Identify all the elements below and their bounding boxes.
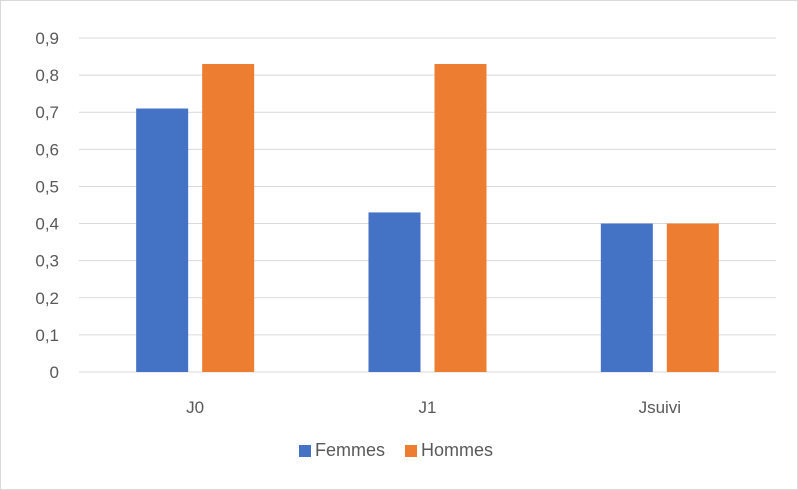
y-tick-label: 0,6 <box>35 140 59 159</box>
legend-swatch-hommes <box>405 445 418 457</box>
y-tick-label: 0,5 <box>35 177 59 196</box>
bar-femmes-j1 <box>368 212 421 372</box>
legend-label-femmes: Femmes <box>315 440 385 460</box>
bars <box>136 63 719 372</box>
y-tick-label: 0,7 <box>35 103 59 122</box>
y-tick-label: 0,8 <box>35 66 59 85</box>
y-tick-label: 0,4 <box>35 215 59 234</box>
y-tick-label: 0 <box>50 363 59 382</box>
y-tick-label: 0,2 <box>35 289 59 308</box>
bar-hommes-jsuivi <box>666 223 719 372</box>
legend-swatch-femmes <box>299 445 311 457</box>
x-axis-ticks: J0 J1 Jsuivi <box>186 398 681 417</box>
y-tick-label: 0,9 <box>35 29 59 48</box>
gridlines <box>79 37 776 373</box>
x-tick-label: Jsuivi <box>639 398 682 417</box>
x-tick-label: J1 <box>419 398 437 417</box>
x-tick-label: J0 <box>186 398 204 417</box>
y-tick-label: 0,1 <box>35 326 59 345</box>
y-axis-ticks: 0 0,1 0,2 0,3 0,4 0,5 0,6 0,7 0,8 0,9 <box>35 29 59 382</box>
y-tick-label: 0,3 <box>35 252 59 271</box>
bar-hommes-j0 <box>202 63 255 372</box>
bar-femmes-j0 <box>136 108 189 372</box>
legend: Femmes Hommes <box>299 440 493 460</box>
bar-femmes-jsuivi <box>600 223 653 372</box>
bar-hommes-j1 <box>434 63 487 372</box>
legend-label-hommes: Hommes <box>421 440 493 460</box>
